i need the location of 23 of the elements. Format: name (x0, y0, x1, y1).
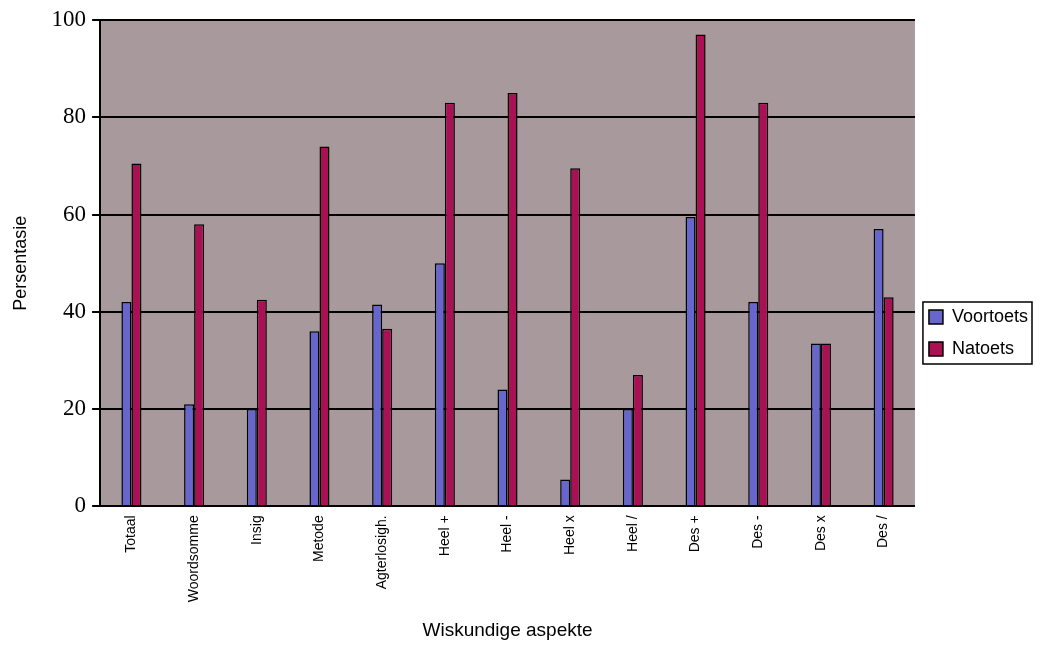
x-axis-title: Wiskundige aspekte (422, 618, 593, 640)
y-tick-label: 80 (63, 103, 87, 129)
x-tick-label: Des - (749, 514, 766, 549)
x-tick-label: Heel + (435, 515, 452, 557)
x-tick-label: Des / (874, 515, 891, 549)
y-axis-title: Persentasie (9, 215, 30, 311)
x-tick-label: Des x (811, 515, 828, 552)
x-tick-label: Des + (686, 515, 703, 553)
x-tick-label: Metode (310, 515, 327, 563)
x-tick-label: Heel / (623, 515, 640, 552)
x-tick-label: Totaal (122, 515, 139, 553)
x-tick-label: Woordsomme (184, 515, 201, 603)
legend-label: Voortoets (951, 305, 1029, 326)
legend-label: Natoets (951, 337, 1014, 358)
y-tick-label: 0 (74, 492, 87, 518)
y-tick-label: 100 (51, 6, 87, 32)
x-tick-label: Heel - (498, 515, 515, 553)
y-tick-label: 40 (63, 297, 87, 323)
y-tick-label: 60 (63, 200, 87, 226)
y-tick-label: 20 (63, 395, 87, 421)
x-tick-label: Heel x (561, 515, 578, 556)
x-tick-label: Agterlosigh. (373, 515, 390, 590)
x-tick-label: Insig (247, 515, 264, 545)
